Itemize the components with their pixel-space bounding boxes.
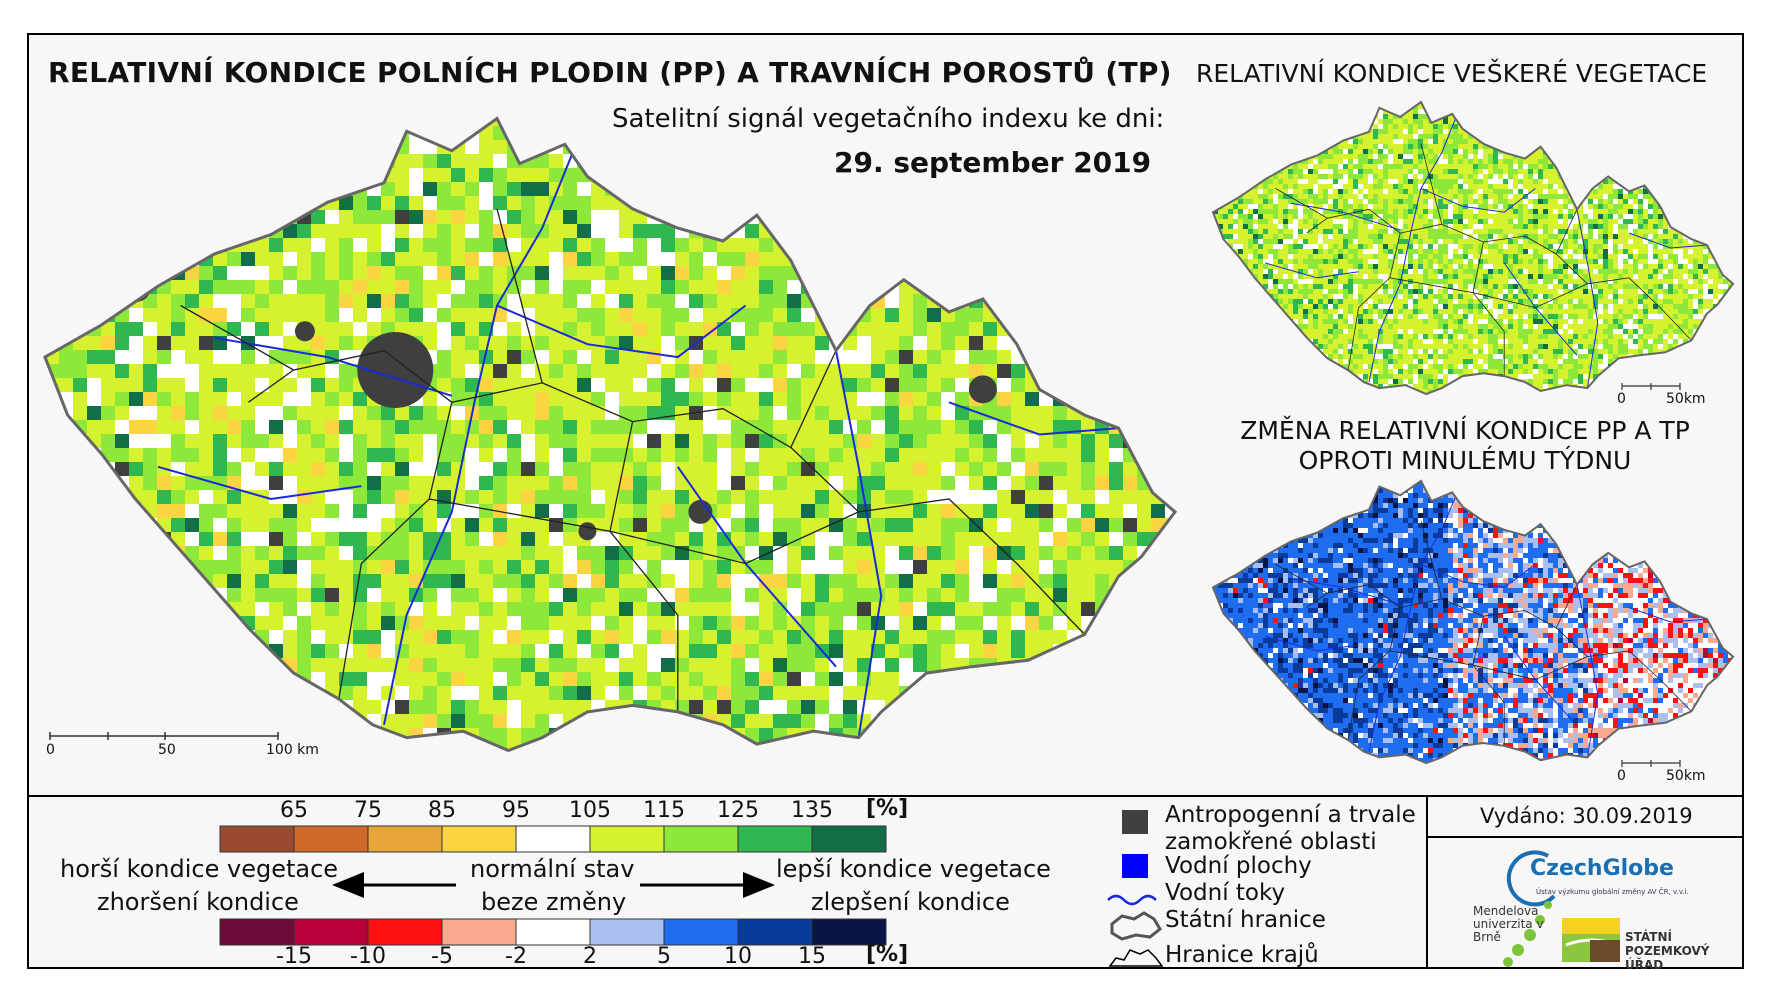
- anthropogenic-area-swatch: [1122, 810, 1148, 834]
- tick-label-2: 2: [583, 944, 597, 969]
- legend-state-border: Státní hranice: [1165, 907, 1326, 933]
- no-change-label: beze změny: [481, 888, 627, 916]
- legend-anthropogenic-line2: zamokřené oblasti: [1165, 829, 1377, 855]
- normal-state-label: normální stav: [470, 855, 635, 883]
- tick-label-95: 95: [502, 798, 530, 823]
- top-right-scale-bar: [1621, 383, 1681, 390]
- worsening-label: zhoršení kondice: [97, 888, 299, 916]
- map-date: 29. september 2019: [834, 146, 1152, 179]
- all-vegetation-title: RELATIVNÍ KONDICE VEŠKERÉ VEGETACE: [1196, 59, 1708, 88]
- spu-logo-text: STÁTNÍ POZEMKOVÝ ÚŘAD: [1625, 930, 1710, 972]
- bottom-right-scale-bar: [1621, 760, 1681, 767]
- condition-unit: [%]: [866, 796, 909, 821]
- improvement-label: zlepšení kondice: [811, 888, 1010, 916]
- legend-anthropogenic-line1: Antropogenní a trvale: [1165, 802, 1416, 828]
- tick-label--5: -5: [431, 944, 453, 969]
- main-condition-map[interactable]: [43, 112, 1179, 770]
- region-border-icon: [1108, 949, 1164, 967]
- river-line-icon: [1107, 894, 1157, 906]
- main-scale-label-0: 0: [46, 742, 55, 758]
- tick-label--2: -2: [505, 944, 527, 969]
- legend-water-bodies: Vodní plochy: [1165, 853, 1312, 879]
- br-scale-label-0: 0: [1617, 768, 1626, 784]
- legend-panel: [27, 795, 1744, 969]
- tick-label-65: 65: [280, 798, 308, 823]
- main-scale-label-50: 50: [158, 742, 176, 758]
- tick-label-15: 15: [798, 944, 826, 969]
- tr-scale-label-0: 0: [1617, 391, 1626, 407]
- legend-region-borders: Hranice krajů: [1165, 942, 1319, 968]
- czechglobe-logo: [1506, 850, 1556, 907]
- map-title: RELATIVNÍ KONDICE POLNÍCH PLODIN (PP) A …: [48, 56, 1172, 89]
- change-unit: [%]: [866, 942, 909, 967]
- issued-divider: [1426, 836, 1744, 838]
- all-vegetation-map[interactable]: [1211, 99, 1735, 399]
- condition-color-bar: [219, 825, 887, 853]
- mendel-university-logo: [1503, 901, 1552, 967]
- state-border-icon: [1110, 911, 1162, 941]
- legend-rivers: Vodní toky: [1165, 880, 1286, 906]
- weekly-change-title: ZMĚNA RELATIVNÍ KONDICE PP A TP OPROTI M…: [1240, 416, 1690, 475]
- legend-divider: [1426, 795, 1428, 969]
- tick-label-115: 115: [643, 798, 685, 823]
- mendel-logo-text: Mendelova univerzita v Brně: [1473, 904, 1544, 944]
- water-body-swatch: [1122, 854, 1148, 878]
- main-scale-label-100: 100 km: [266, 742, 319, 758]
- spu-logo: [1562, 918, 1620, 962]
- tr-scale-label-50: 50km: [1666, 391, 1706, 407]
- weekly-change-map[interactable]: [1211, 478, 1735, 768]
- czechglobe-logo-subtext: Ústav výzkumu globální změny AV ČR, v.v.…: [1536, 888, 1689, 896]
- tick-label-10: 10: [724, 944, 752, 969]
- change-color-bar: [219, 918, 887, 946]
- tick-label-5: 5: [657, 944, 671, 969]
- tick-label-125: 125: [717, 798, 759, 823]
- better-condition-label: lepší kondice vegetace: [776, 855, 1051, 883]
- tick-label--15: -15: [276, 944, 312, 969]
- tick-label-85: 85: [428, 798, 456, 823]
- tick-label-75: 75: [354, 798, 382, 823]
- tick-label-105: 105: [569, 798, 611, 823]
- left-arrow-icon: [332, 872, 456, 898]
- right-arrow-icon: [640, 872, 775, 898]
- br-scale-label-50: 50km: [1666, 768, 1706, 784]
- tick-label-135: 135: [791, 798, 833, 823]
- map-subtitle: Satelitní signál vegetačního indexu ke d…: [612, 104, 1165, 134]
- czechglobe-logo-text: CzechGlobe: [1530, 856, 1674, 881]
- main-scale-bar: [49, 732, 279, 740]
- tick-label--10: -10: [350, 944, 386, 969]
- worse-condition-label: horší kondice vegetace: [60, 855, 339, 883]
- issued-date: Vydáno: 30.09.2019: [1480, 804, 1693, 828]
